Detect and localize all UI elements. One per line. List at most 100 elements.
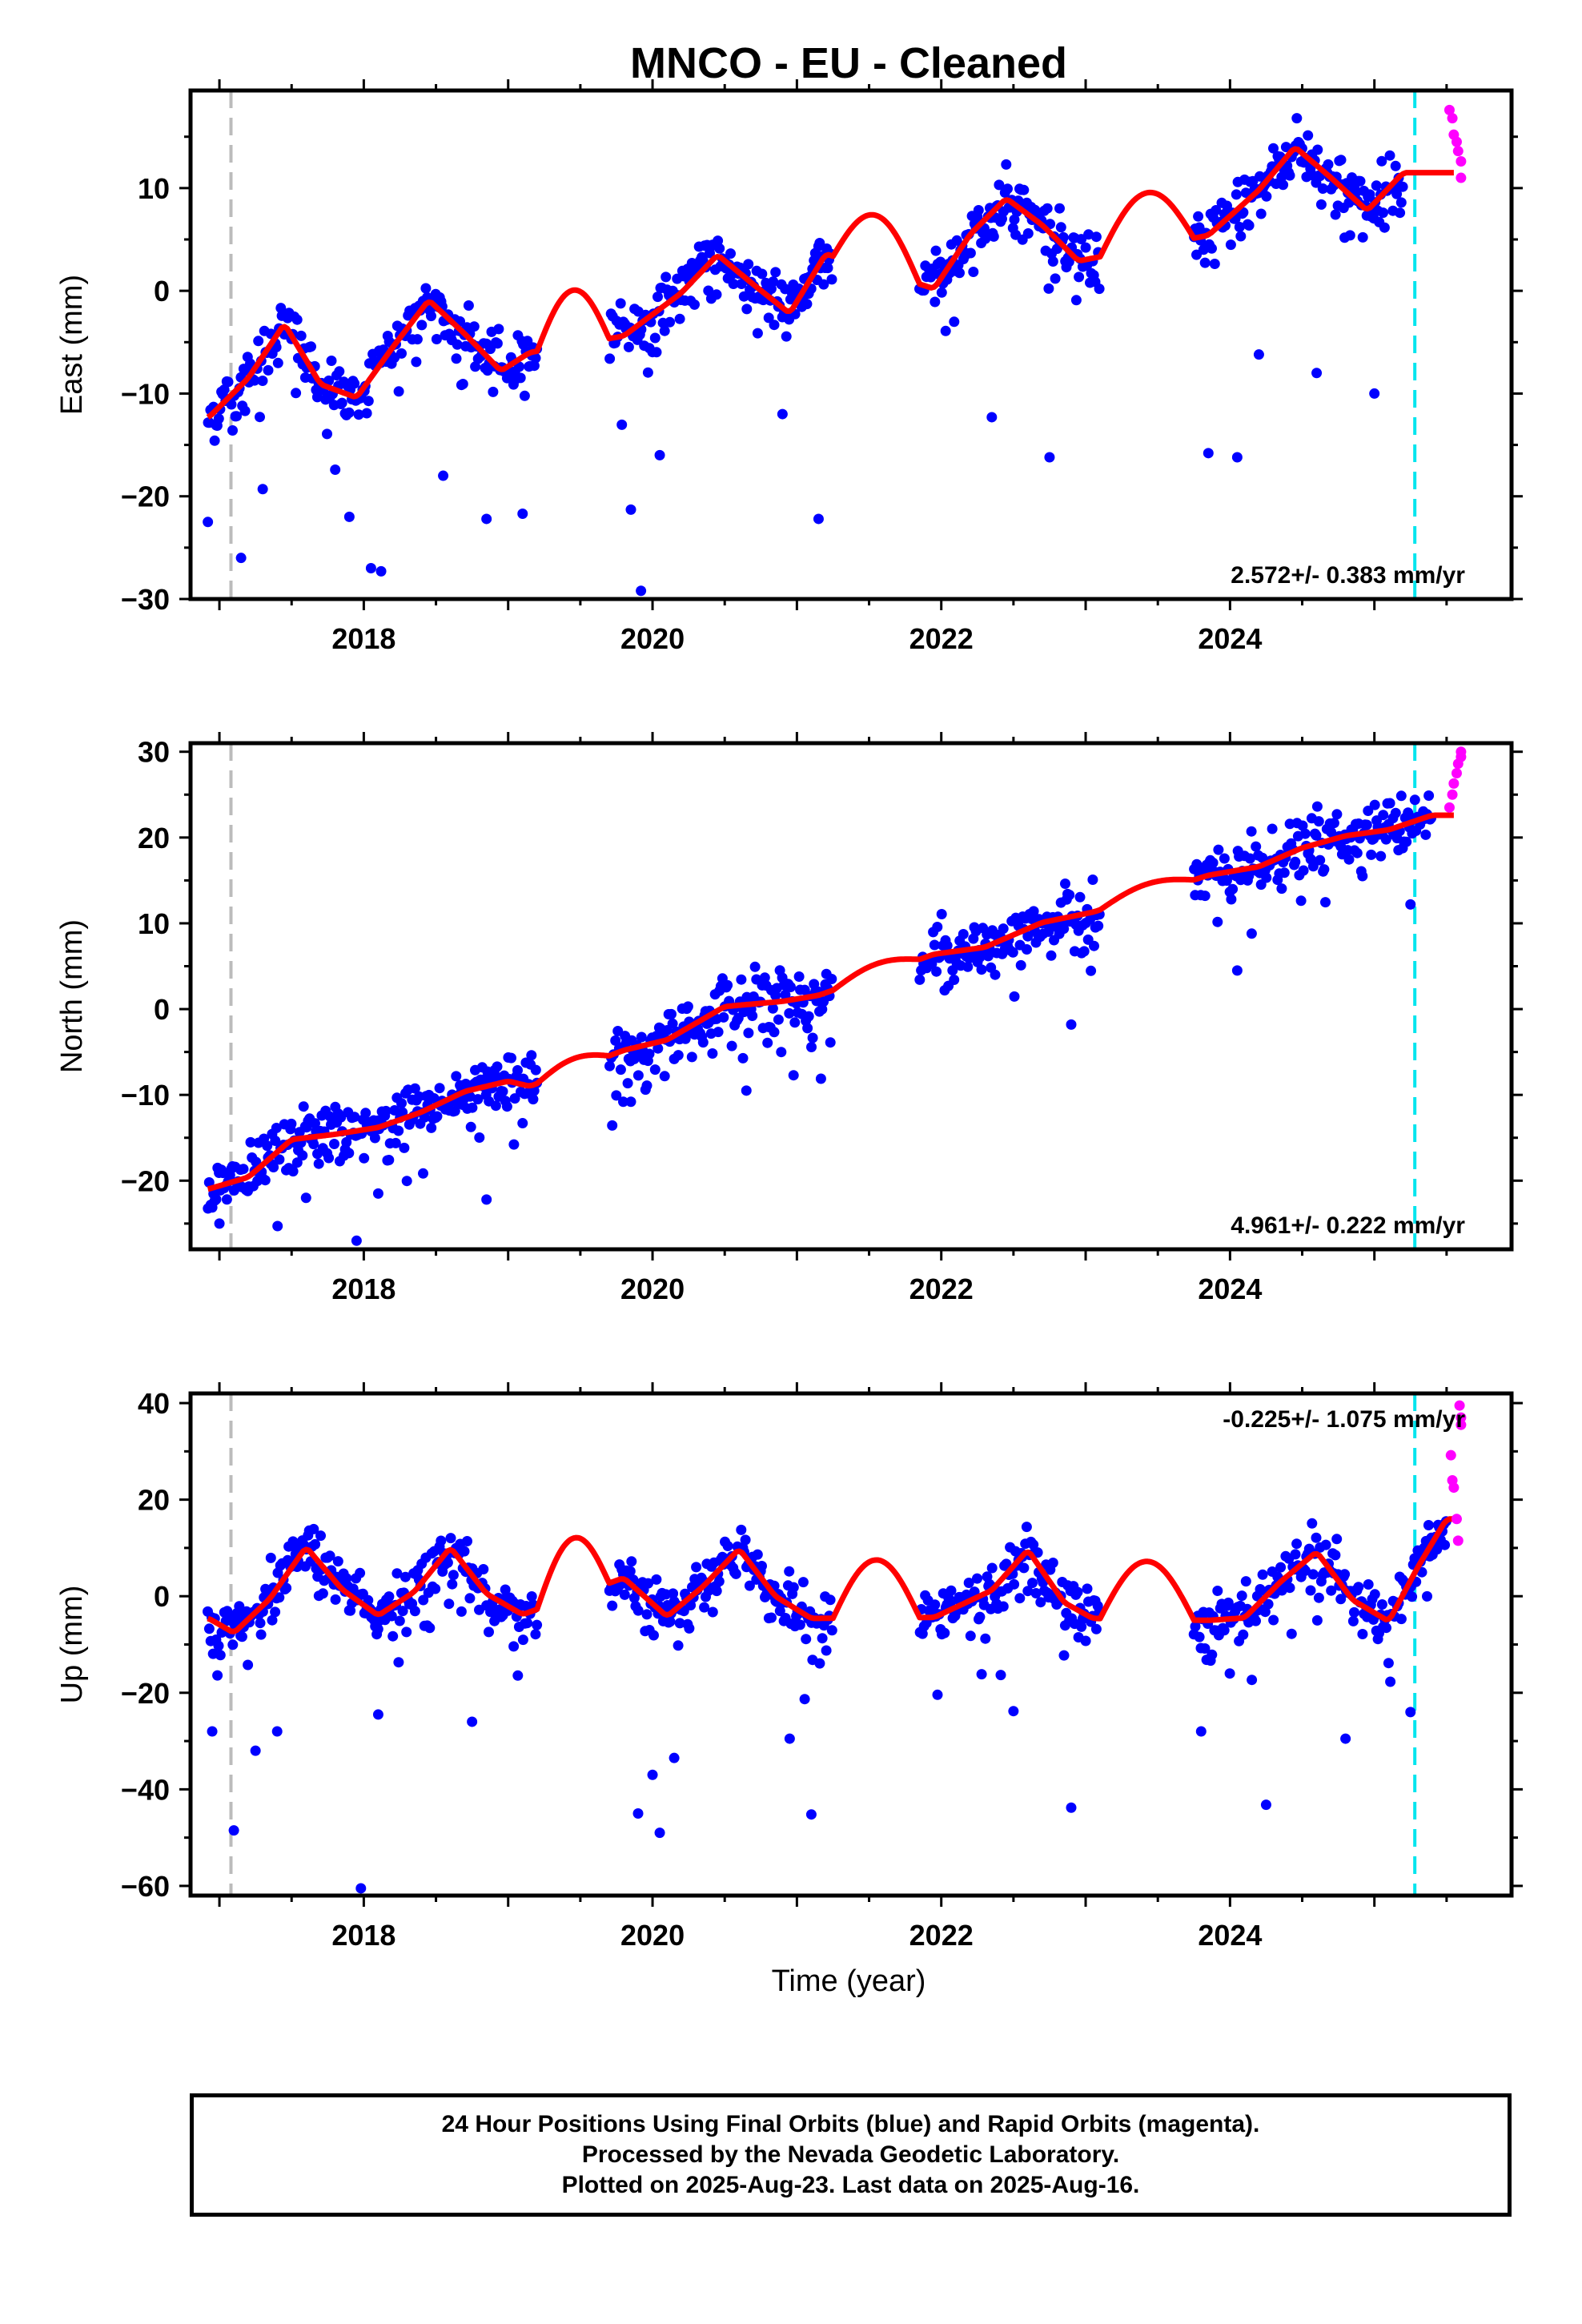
- final-orbit-point: [1275, 1562, 1287, 1573]
- final-orbit-point: [747, 1011, 758, 1021]
- final-orbit-point: [1313, 816, 1324, 827]
- final-orbit-point: [1035, 1597, 1046, 1608]
- model-fit-curve: [206, 1516, 1456, 1634]
- final-orbit-point: [317, 1588, 328, 1599]
- final-orbit-outlier: [784, 1733, 795, 1744]
- x-tick-label: 2024: [1198, 1273, 1262, 1305]
- final-orbit-point: [711, 1586, 722, 1597]
- final-orbit-point: [1305, 1585, 1316, 1596]
- x-tick-label: 2018: [331, 622, 396, 655]
- final-orbit-point: [1194, 1631, 1205, 1642]
- final-orbit-point: [1369, 799, 1380, 810]
- final-orbit-point: [267, 1614, 278, 1626]
- caption-line-3: Plotted on 2025-Aug-23. Last data on 202…: [561, 2172, 1140, 2198]
- final-orbit-point: [500, 1584, 511, 1595]
- final-orbit-point: [363, 396, 374, 407]
- rapid-orbit-point: [1452, 1535, 1464, 1546]
- final-orbit-point: [1083, 229, 1094, 240]
- final-orbit-point: [1298, 865, 1309, 876]
- final-orbit-point: [265, 1552, 276, 1563]
- final-orbit-point: [1007, 947, 1018, 958]
- final-orbit-point: [986, 1562, 998, 1574]
- final-orbit-point: [1335, 155, 1347, 166]
- final-orbit-point: [326, 356, 337, 366]
- final-orbit-point: [1244, 853, 1255, 864]
- final-orbit-point: [982, 951, 994, 962]
- final-orbit-point: [243, 1659, 254, 1671]
- final-orbit-point: [353, 409, 364, 420]
- final-orbit-point: [932, 922, 943, 932]
- final-orbit-outlier: [375, 565, 387, 577]
- final-orbit-point: [1054, 203, 1065, 214]
- final-orbit-point: [1094, 283, 1105, 295]
- final-orbit-point: [234, 1601, 245, 1612]
- final-orbit-point: [274, 1592, 285, 1603]
- final-orbit-point: [736, 1524, 747, 1535]
- x-tick-label: 2022: [909, 1919, 974, 1952]
- y-tick-label: −30: [121, 583, 170, 616]
- final-orbit-point: [231, 411, 242, 422]
- final-orbit-point: [1395, 207, 1406, 219]
- final-orbit-point: [965, 247, 976, 259]
- final-orbit-point: [1213, 844, 1224, 855]
- final-orbit-point: [817, 1633, 828, 1644]
- final-orbit-point: [490, 1100, 501, 1112]
- final-orbit-point: [713, 235, 724, 247]
- final-orbit-point: [1234, 222, 1245, 232]
- final-orbit-point: [291, 1157, 303, 1168]
- final-orbit-point: [310, 1538, 321, 1550]
- final-orbit-outlier: [467, 1716, 478, 1727]
- final-orbit-point: [484, 1626, 494, 1638]
- final-orbit-point: [219, 384, 230, 395]
- final-orbit-point: [707, 1048, 718, 1059]
- final-orbit-outlier: [1066, 1802, 1077, 1813]
- final-orbit-point: [659, 325, 670, 336]
- final-orbit-point: [1391, 188, 1403, 199]
- y-tick-label: −20: [121, 1677, 170, 1710]
- final-orbit-point: [268, 1162, 279, 1172]
- final-orbit-point: [1384, 150, 1395, 161]
- final-orbit-point: [1087, 875, 1098, 885]
- final-orbit-point: [223, 376, 234, 388]
- final-orbit-point: [295, 330, 307, 341]
- final-orbit-point: [1090, 231, 1102, 243]
- final-orbit-point: [492, 1061, 503, 1072]
- final-orbit-point: [980, 1633, 991, 1644]
- final-orbit-point: [457, 379, 468, 389]
- final-orbit-point: [1397, 181, 1408, 192]
- final-orbit-point: [349, 1112, 360, 1123]
- final-orbit-point: [770, 267, 781, 278]
- final-orbit-point: [452, 339, 463, 350]
- final-orbit-point: [287, 1166, 299, 1177]
- rapid-orbit-point: [1443, 802, 1455, 813]
- final-orbit-point: [213, 413, 224, 424]
- final-orbit-point: [1046, 950, 1057, 961]
- final-orbit-outlier: [654, 449, 665, 460]
- final-orbit-point: [355, 1567, 366, 1578]
- final-orbit-point: [686, 1051, 697, 1063]
- final-orbit-point: [464, 1091, 476, 1102]
- final-orbit-point: [1390, 160, 1401, 171]
- final-orbit-point: [255, 1618, 266, 1629]
- final-orbit-point: [1257, 852, 1268, 863]
- final-orbit-point: [470, 361, 481, 372]
- final-orbit-point: [1015, 959, 1026, 971]
- final-orbit-point: [774, 1606, 785, 1617]
- final-orbit-point: [249, 375, 260, 386]
- final-orbit-point: [1255, 208, 1267, 219]
- final-orbit-point: [935, 256, 946, 267]
- final-orbit-point: [673, 1050, 684, 1061]
- final-orbit-point: [1307, 1569, 1319, 1580]
- final-orbit-point: [1199, 891, 1211, 902]
- y-tick-label: 10: [138, 907, 170, 940]
- final-orbit-point: [238, 1164, 249, 1175]
- final-orbit-point: [1312, 144, 1323, 155]
- final-orbit-point: [323, 1152, 335, 1164]
- final-orbit-point: [530, 352, 541, 364]
- final-orbit-point: [607, 1120, 618, 1131]
- final-orbit-point: [1055, 222, 1066, 233]
- final-orbit-point: [757, 1561, 767, 1571]
- final-orbit-outlier: [636, 585, 647, 597]
- final-orbit-point: [1022, 228, 1034, 239]
- final-orbit-point: [1317, 183, 1328, 194]
